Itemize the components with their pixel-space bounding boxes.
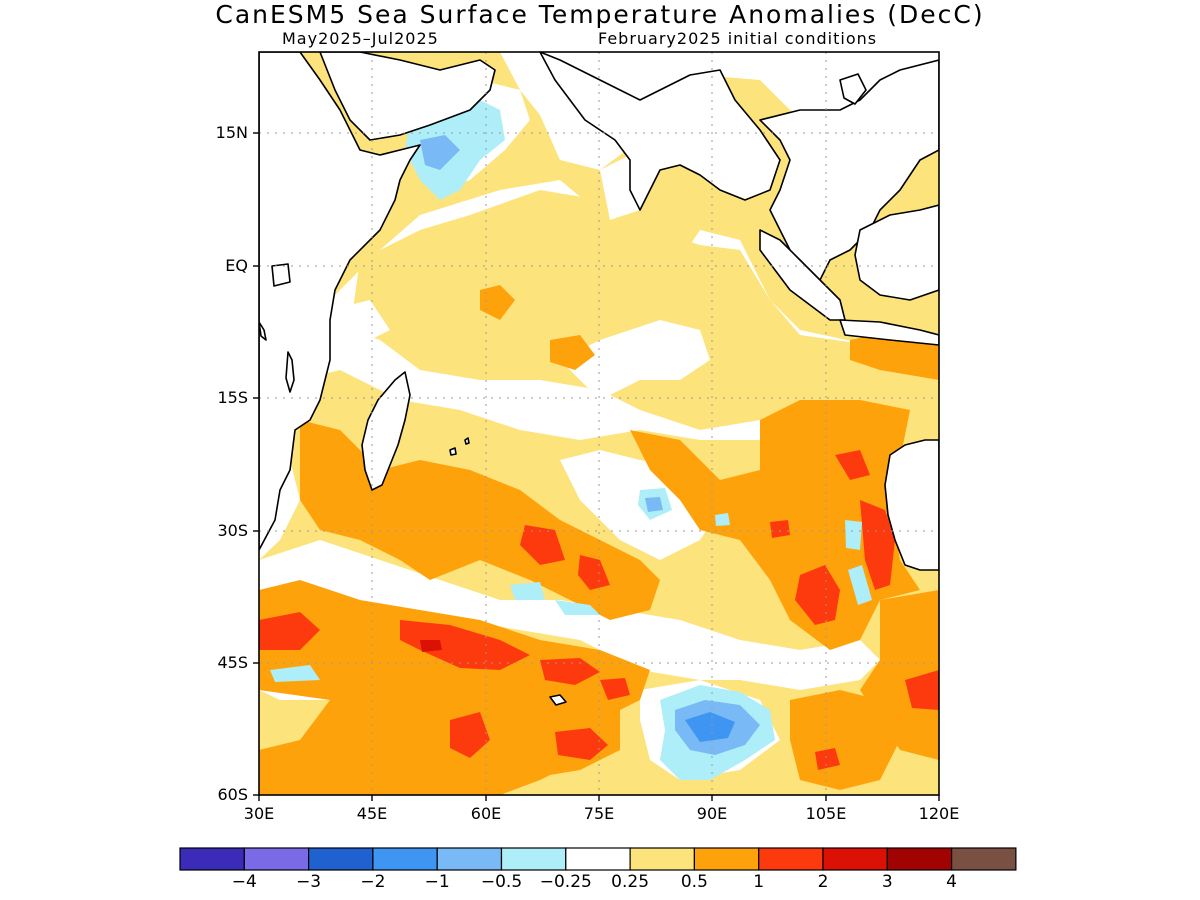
initial-conditions: February2025 initial conditions xyxy=(598,29,878,48)
lon-label-60e: 60E xyxy=(470,804,502,823)
colorbar-label: 1 xyxy=(753,872,765,892)
colorbar-label: −0.5 xyxy=(480,872,523,892)
lat-label-60s: 60S xyxy=(217,785,248,804)
graticule xyxy=(259,52,939,795)
colorbar-label: 2 xyxy=(817,872,829,892)
colorbar-swatch xyxy=(179,847,245,871)
lon-label-75e: 75E xyxy=(583,804,615,823)
land-masses xyxy=(259,52,939,706)
colorbar-label: −2 xyxy=(360,872,386,892)
colorbar-swatch xyxy=(950,847,1017,871)
colorbar-label: −4 xyxy=(231,872,257,892)
map-title: CanESM5 Sea Surface Temperature Anomalie… xyxy=(215,0,985,29)
lon-label-120e: 120E xyxy=(918,804,960,823)
colorbar-swatch xyxy=(822,847,888,871)
anomaly-fill-1-2 xyxy=(259,450,939,770)
colorbar-label: 0.5 xyxy=(680,872,708,892)
lat-label-30s: 30S xyxy=(217,521,248,540)
lat-label-15s: 15S xyxy=(217,388,248,407)
colorbar-swatch xyxy=(436,847,503,871)
forecast-period: May2025–Jul2025 xyxy=(282,29,439,48)
lat-label-eq: EQ xyxy=(225,256,248,275)
colorbar-swatch xyxy=(758,847,824,871)
lon-label-90e: 90E xyxy=(696,804,728,823)
colorbar-swatch xyxy=(693,847,760,871)
colorbar-label: −3 xyxy=(296,872,322,892)
lat-label-15n: 15N xyxy=(215,123,248,142)
lon-label-105e: 105E xyxy=(805,804,847,823)
colorbar-label: −1 xyxy=(424,872,450,892)
colorbar-label: −0.25 xyxy=(539,872,592,892)
colorbar-label: 3 xyxy=(881,872,893,892)
colorbar-swatch xyxy=(886,847,953,871)
colorbar-swatch xyxy=(372,847,438,871)
lon-label-30e: 30E xyxy=(243,804,275,823)
colorbar-swatch xyxy=(243,847,310,871)
colorbar-label: 4 xyxy=(946,872,957,892)
colorbar-swatch xyxy=(629,847,695,871)
lon-label-45e: 45E xyxy=(356,804,388,823)
anomaly-fill-neg-1 xyxy=(685,712,735,742)
colorbar-swatch xyxy=(308,847,374,871)
lat-label-45s: 45S xyxy=(217,653,248,672)
colorbar-swatch xyxy=(565,847,631,871)
colorbar-label: 0.25 xyxy=(611,872,650,892)
axis-ticks xyxy=(253,132,940,801)
colorbar-swatch xyxy=(500,847,567,871)
